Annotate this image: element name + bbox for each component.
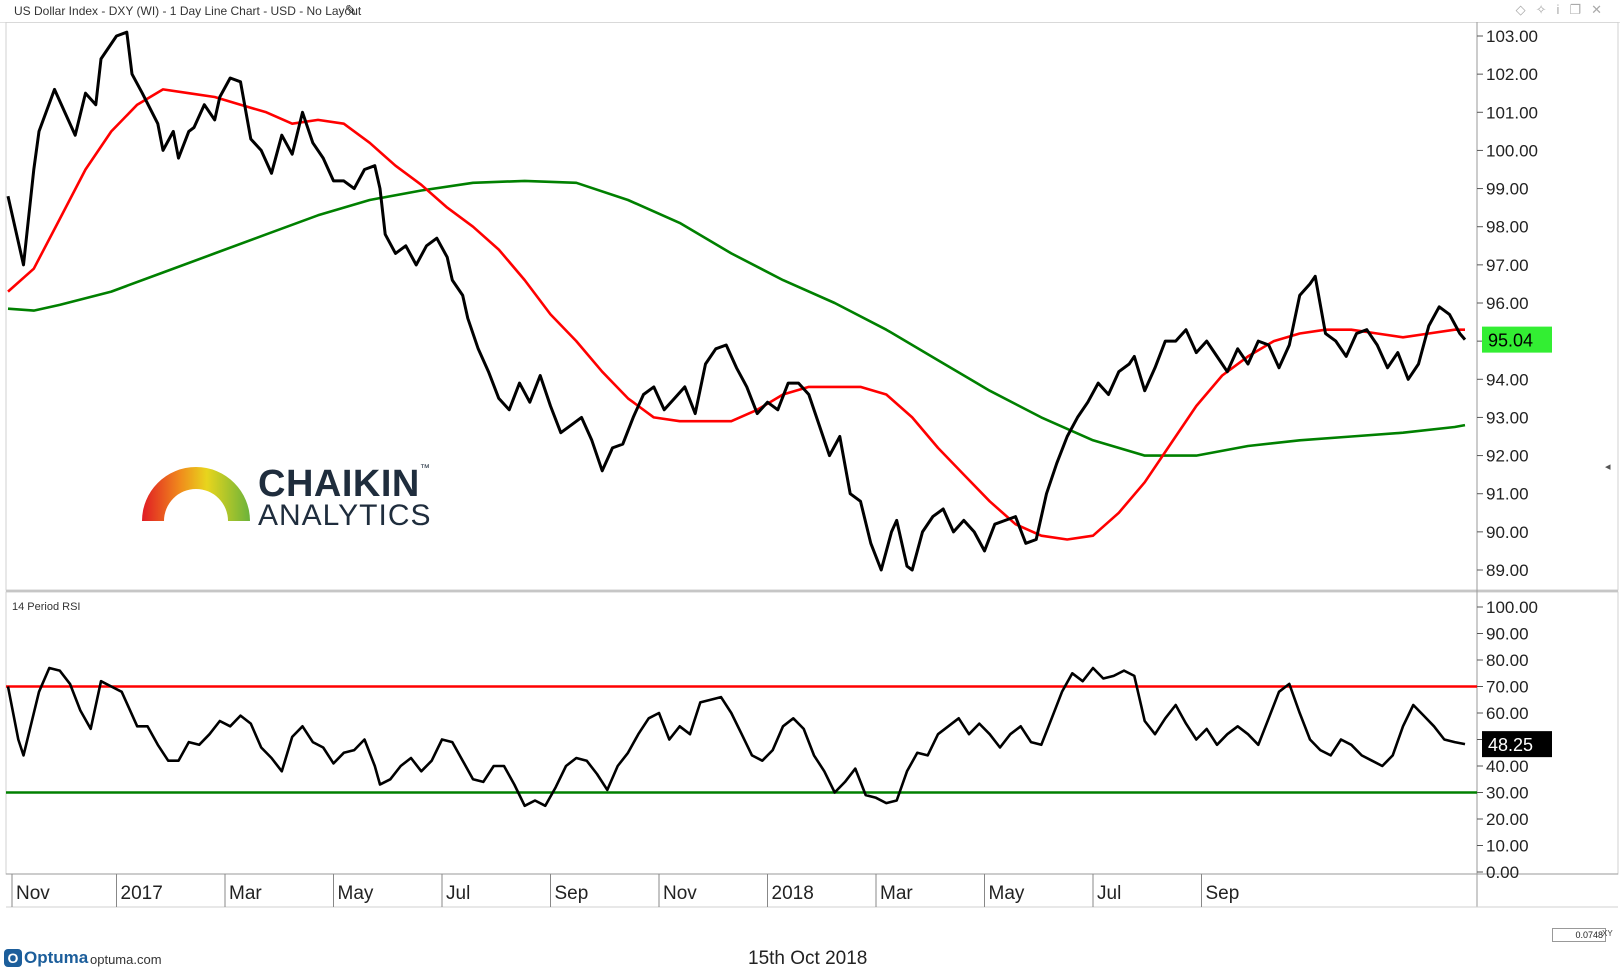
- price-y-tick-label: 100.00: [1486, 141, 1538, 160]
- price-y-tick-label: 102.00: [1486, 65, 1538, 84]
- rsi-y-tick-label: 40.00: [1486, 757, 1529, 776]
- chart-title-bar: US Dollar Index - DXY (WI) - 1 Day Line …: [0, 0, 1620, 23]
- price-y-tick-label: 97.00: [1486, 256, 1529, 275]
- optuma-logo: O Optuma: [4, 948, 88, 968]
- rsi-y-tick-label: 60.00: [1486, 704, 1529, 723]
- rsi-y-tick-label: 10.00: [1486, 837, 1529, 856]
- rsi-y-tick-label: 80.00: [1486, 651, 1529, 670]
- chart-date: 15th Oct 2018: [748, 948, 868, 969]
- price-y-tick-label: 96.00: [1486, 294, 1529, 313]
- x-tick-label: Nov: [16, 883, 50, 904]
- cursor-value-box[interactable]: 0.0748: [1552, 928, 1606, 942]
- x-tick-label: May: [989, 883, 1025, 904]
- close-icon[interactable]: ✕: [1591, 2, 1612, 17]
- pin-icon[interactable]: ✧: [1535, 2, 1557, 17]
- x-tick-label: Sep: [1206, 883, 1240, 904]
- chart-area[interactable]: 103.00 102.00 101.00 100.00 99.00 98.00 97.00 9…: [0, 22, 1620, 940]
- chaikin-watermark: CHAIKIN™ ANALYTICS: [140, 463, 431, 532]
- x-tick-label: 2017: [121, 883, 163, 904]
- xy-toggle[interactable]: XY: [1602, 929, 1613, 938]
- price-y-tick-label: 99.00: [1486, 180, 1529, 199]
- price-y-tick-label: 91.00: [1486, 485, 1529, 504]
- rsi-y-tick-label: 100.00: [1486, 598, 1538, 617]
- x-tick-label: Jul: [1097, 883, 1121, 904]
- edit-pencil-icon[interactable]: ✎: [345, 2, 357, 18]
- rsi-y-tick-label: 70.00: [1486, 678, 1529, 697]
- rsi-panel-title: 14 Period RSI: [12, 601, 80, 613]
- x-tick-label: Nov: [663, 883, 697, 904]
- info-icon[interactable]: i: [1556, 2, 1570, 17]
- rsi-y-tick-label: 30.00: [1486, 784, 1529, 803]
- rsi-series: [6, 666, 1466, 808]
- x-tick-label: Mar: [880, 883, 913, 904]
- price-y-tick-label: 98.00: [1486, 218, 1529, 237]
- price-series-ma-slow: [7, 179, 1466, 457]
- rsi-y-tick-label: 20.00: [1486, 810, 1529, 829]
- footer-bar: O Optuma optuma.com 15th Oct 2018: [0, 940, 1620, 972]
- chart-title: US Dollar Index - DXY (WI) - 1 Day Line …: [14, 4, 362, 18]
- rsi-last-value-label: 48.25: [1488, 735, 1533, 755]
- chaikin-gauge-logo: [142, 467, 250, 521]
- chaikin-subtitle: ANALYTICS: [258, 499, 432, 532]
- restore-icon[interactable]: ❐: [1569, 2, 1592, 17]
- rsi-last-value-badge: [1482, 731, 1552, 758]
- collapse-arrow-icon[interactable]: ◂: [1605, 461, 1611, 473]
- rsi-panel-frame: [5, 591, 1619, 875]
- rsi-y-tick-label: 90.00: [1486, 625, 1529, 644]
- price-y-tick-label: 93.00: [1486, 408, 1529, 427]
- window-controls[interactable]: ◇✧i❐✕: [1516, 2, 1612, 18]
- x-tick-label: 2018: [772, 883, 814, 904]
- price-y-tick-label: 92.00: [1486, 447, 1529, 466]
- price-series-price: [6, 30, 1467, 572]
- x-tick-label: Sep: [555, 883, 589, 904]
- price-y-tick-label: 89.00: [1486, 561, 1529, 580]
- price-last-value-label: 95.04: [1488, 331, 1533, 351]
- price-panel-frame: [5, 22, 1619, 591]
- price-y-tick-label: 103.00: [1486, 27, 1538, 46]
- price-y-tick-label: 90.00: [1486, 523, 1529, 542]
- x-tick-label: Jul: [446, 883, 470, 904]
- rsi-y-tick-label: 0.00: [1486, 863, 1519, 882]
- x-tick-label: May: [338, 883, 374, 904]
- chaikin-brand: CHAIKIN™: [258, 463, 431, 505]
- diamond-icon[interactable]: ◇: [1515, 2, 1536, 17]
- optuma-logo-mark-icon: O: [4, 949, 22, 967]
- price-y-tick-label: 101.00: [1486, 103, 1538, 122]
- optuma-url: optuma.com: [90, 952, 162, 967]
- x-tick-label: Mar: [229, 883, 262, 904]
- price-y-tick-label: 94.00: [1486, 370, 1529, 389]
- price-series-ma-fast: [7, 88, 1465, 541]
- price-last-value-badge: [1482, 326, 1552, 353]
